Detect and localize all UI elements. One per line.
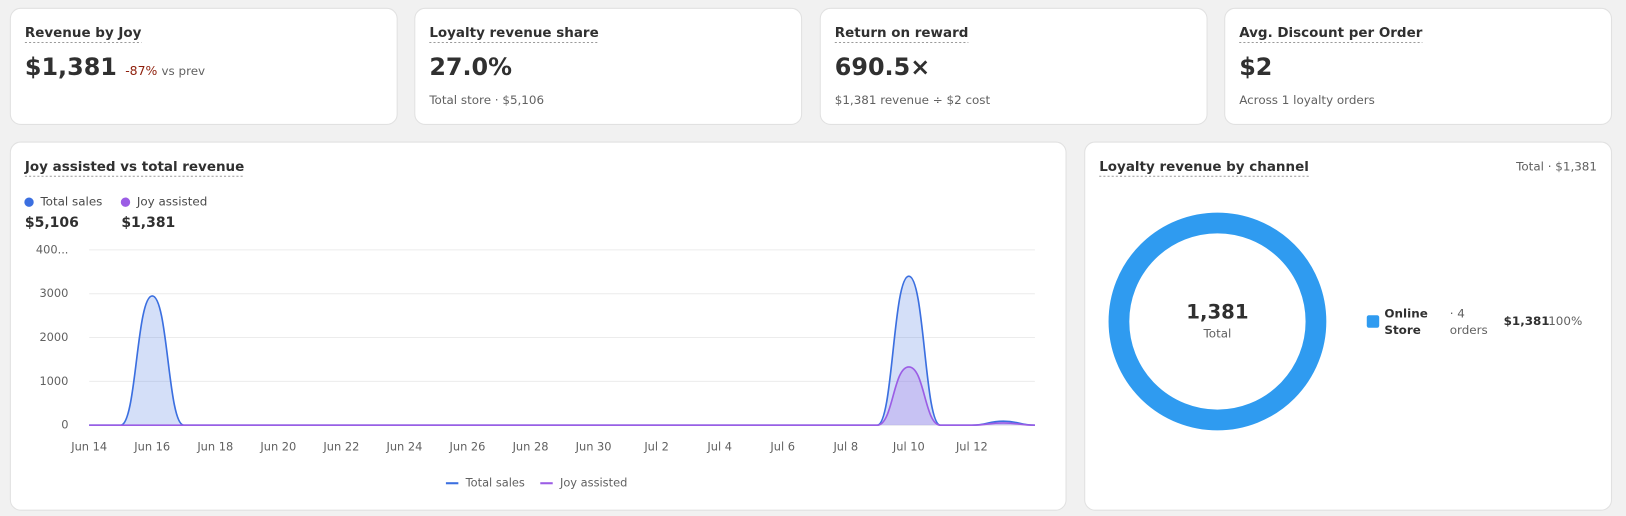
metric-card (1224, 7, 1613, 125)
metric-card (9, 7, 398, 125)
card-value: 27.0% (429, 53, 512, 81)
chart-title: Joy assisted vs total revenue (24, 159, 244, 175)
series-line (89, 366, 1035, 426)
legend-total: $5,106 (25, 215, 79, 231)
card-value: 690.5× (835, 53, 930, 81)
x-tick-label: Jul 12 (955, 439, 988, 453)
legend-label: Joy assisted (136, 195, 207, 209)
x-tick-label: Jun 24 (385, 439, 422, 453)
legend-name: Online Store (1384, 305, 1428, 338)
x-tick-label: Jun 30 (575, 439, 612, 453)
bottom-legend-label: Total sales (465, 476, 525, 490)
x-tick-label: Jun 18 (196, 439, 233, 453)
x-tick-label: Jul 6 (769, 439, 795, 453)
card-title: Return on reward (835, 25, 969, 41)
card-value: $1,381 (25, 53, 117, 81)
x-tick-label: Jun 28 (512, 439, 549, 453)
legend-orders: · 4 orders (1449, 305, 1488, 338)
y-tick-label: 0 (61, 418, 68, 432)
chart-title: Loyalty revenue by channel (1099, 159, 1309, 175)
center-value: 1,381 (1186, 301, 1248, 324)
legend-label: Total sales (39, 195, 102, 209)
legend-name-box: Online Store (1384, 305, 1428, 338)
line-chart-panel (9, 141, 1067, 511)
card-change-note: vs prev (161, 64, 205, 78)
x-tick-label: Jul 2 (643, 439, 669, 453)
card-note: Total store · $5,106 (428, 93, 544, 107)
legend-percent: 100% (1548, 314, 1582, 328)
card-title: Avg. Discount per Order (1239, 25, 1423, 41)
card-value: $2 (1239, 53, 1272, 81)
legend-swatch (1366, 315, 1380, 328)
legend-orders-box: · 4 orders (1449, 305, 1488, 338)
card-title: Loyalty revenue share (429, 25, 598, 41)
metric-card (819, 7, 1208, 125)
bottom-legend-label: Joy assisted (559, 476, 627, 490)
x-tick-label: Jun 16 (133, 439, 170, 453)
x-tick-label: Jun 14 (70, 439, 107, 453)
donut-slice (1108, 212, 1327, 431)
card-change: -87% (125, 63, 157, 78)
x-tick-label: Jul 4 (706, 439, 732, 453)
y-tick-label: 3000 (39, 286, 68, 300)
y-tick-label: 1000 (39, 374, 68, 388)
total-label: Total · $1,381 (1515, 159, 1597, 173)
y-tick-label: 2000 (39, 330, 68, 344)
legend-total: $1,381 (121, 215, 175, 231)
card-note: Across 1 loyalty orders (1239, 93, 1375, 107)
legend-revenue: $1,381 (1504, 314, 1550, 328)
x-tick-label: Jun 20 (259, 439, 296, 453)
x-tick-label: Jul 10 (892, 439, 925, 453)
card-title: Revenue by Joy (25, 25, 142, 41)
metric-card (414, 7, 803, 125)
card-note: $1,381 revenue ÷ $2 cost (835, 93, 991, 107)
y-tick-label: 400... (36, 242, 69, 256)
legend-dot (120, 197, 131, 207)
x-tick-label: Jun 26 (449, 439, 486, 453)
center-label: Total (1203, 326, 1232, 340)
x-tick-label: Jun 22 (322, 439, 359, 453)
x-tick-label: Jul 8 (832, 439, 858, 453)
legend-dot (24, 197, 34, 207)
